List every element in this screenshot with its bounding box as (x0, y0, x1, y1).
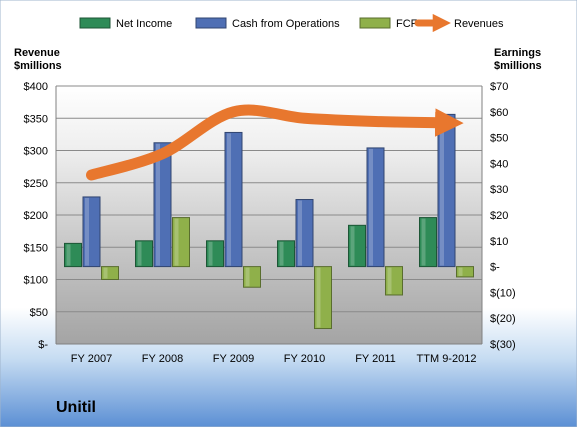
bar-highlight (208, 241, 213, 266)
legend-label: FCF (396, 18, 418, 30)
bar-cash-from-operations (82, 196, 101, 268)
bar-highlight (227, 133, 231, 266)
bar-cash-from-operations (153, 142, 172, 268)
bar-fcf (314, 266, 332, 330)
legend-label: Cash from Operations (232, 18, 340, 30)
left-tick-label: $50 (30, 307, 48, 319)
bar-highlight (421, 218, 426, 266)
revenue-line (86, 104, 464, 181)
bar-highlight (103, 267, 108, 279)
left-axis-title-line2: $millions (14, 60, 62, 72)
right-tick-label: $10 (490, 236, 508, 248)
legend: Net Income Cash from Operations FCF Revenue… (79, 13, 504, 33)
bar-highlight (245, 267, 250, 287)
right-tick-label: $- (490, 262, 500, 274)
legend-swatch-net-income (79, 17, 111, 29)
legend-swatch-cash-from-operations (195, 17, 227, 29)
left-tick-label: $250 (24, 178, 48, 190)
legend-label: Revenues (454, 18, 504, 30)
bars (64, 113, 474, 330)
bar-highlight (387, 267, 392, 294)
bar-net-income (135, 240, 153, 268)
axis-layer: $- $50 $100 $150 $200 $250 $300 $350 $400 $(30) $(… (24, 81, 516, 365)
bar-highlight (350, 226, 355, 266)
right-tick-label: $70 (490, 81, 508, 93)
bar-cash-from-operations (224, 131, 243, 268)
right-tick-label: $(20) (490, 313, 516, 325)
bar-net-income (419, 217, 437, 268)
left-tick-label: $300 (24, 146, 48, 158)
bar-net-income (348, 224, 366, 268)
bar-fcf (101, 266, 119, 281)
right-tick-label: $40 (490, 158, 508, 170)
legend-label: Net Income (116, 18, 172, 30)
bar-highlight (66, 244, 71, 266)
bar-net-income (64, 242, 82, 268)
bar-net-income (277, 240, 295, 268)
bar-highlight (440, 115, 444, 266)
bar-highlight (279, 241, 284, 266)
bar-fcf (385, 266, 403, 296)
left-tick-label: $200 (24, 210, 48, 222)
bar-cash-from-operations (366, 147, 385, 268)
bar-cash-from-operations (295, 199, 314, 268)
legend-swatch-fcf (359, 17, 391, 29)
right-tick-label: $(30) (490, 339, 516, 351)
left-tick-label: $400 (24, 81, 48, 93)
bar-highlight (156, 143, 160, 266)
chart-title: Unitil (56, 399, 96, 416)
right-tick-label: $20 (490, 210, 508, 222)
revenue-line-layer (86, 104, 464, 181)
right-tick-label: $(10) (490, 287, 516, 299)
right-tick-label: $60 (490, 107, 508, 119)
category-label: FY 2009 (213, 353, 254, 365)
bar-highlight (174, 218, 179, 266)
bar-highlight (137, 241, 142, 266)
category-label: FY 2008 (142, 353, 183, 365)
bar-highlight (369, 148, 373, 266)
right-axis-title-line2: $millions (494, 60, 542, 72)
left-tick-label: $100 (24, 275, 48, 287)
left-tick-label: $350 (24, 113, 48, 125)
bar-highlight (85, 197, 89, 266)
category-label: FY 2007 (71, 353, 112, 365)
left-tick-label: $150 (24, 242, 48, 254)
right-tick-label: $30 (490, 184, 508, 196)
bar-fcf (243, 266, 261, 288)
bar-highlight (298, 200, 302, 266)
category-label: TTM 9-2012 (417, 353, 477, 365)
bar-fcf (456, 266, 474, 278)
right-axis-title-line1: Earnings (494, 47, 541, 59)
right-tick-label: $50 (490, 133, 508, 145)
bar-highlight (458, 267, 463, 276)
bar-net-income (206, 240, 224, 268)
bar-fcf (172, 217, 190, 268)
category-label: FY 2011 (355, 353, 396, 365)
category-label: FY 2010 (284, 353, 325, 365)
bar-highlight (316, 267, 321, 328)
left-axis-title-line1: Revenue (14, 47, 60, 59)
left-tick-label: $- (38, 339, 48, 351)
